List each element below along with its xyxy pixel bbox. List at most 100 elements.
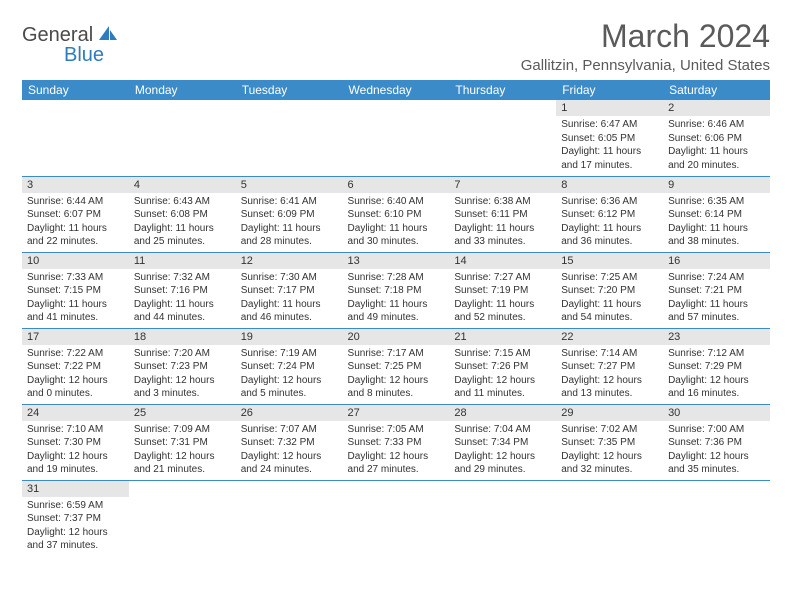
sunset: Sunset: 6:09 PM [241, 208, 338, 222]
day-number: 3 [22, 177, 129, 193]
day-header-thursday: Thursday [449, 80, 556, 100]
calendar-cell [343, 480, 450, 556]
calendar-cell: 28Sunrise: 7:04 AMSunset: 7:34 PMDayligh… [449, 404, 556, 480]
sunset: Sunset: 7:25 PM [348, 360, 445, 374]
day-info: Sunrise: 7:33 AMSunset: 7:15 PMDaylight:… [22, 269, 129, 327]
daylight: Daylight: 11 hours and 30 minutes. [348, 222, 445, 249]
calendar-cell: 23Sunrise: 7:12 AMSunset: 7:29 PMDayligh… [663, 328, 770, 404]
sunset: Sunset: 7:16 PM [134, 284, 231, 298]
calendar-cell: 14Sunrise: 7:27 AMSunset: 7:19 PMDayligh… [449, 252, 556, 328]
daylight: Daylight: 11 hours and 22 minutes. [27, 222, 124, 249]
calendar-cell [556, 480, 663, 556]
day-number: 13 [343, 253, 450, 269]
calendar-cell: 15Sunrise: 7:25 AMSunset: 7:20 PMDayligh… [556, 252, 663, 328]
calendar-cell: 9Sunrise: 6:35 AMSunset: 6:14 PMDaylight… [663, 176, 770, 252]
daylight: Daylight: 11 hours and 20 minutes. [668, 145, 765, 172]
day-number: 15 [556, 253, 663, 269]
calendar-cell: 17Sunrise: 7:22 AMSunset: 7:22 PMDayligh… [22, 328, 129, 404]
day-header-tuesday: Tuesday [236, 80, 343, 100]
daylight: Daylight: 12 hours and 5 minutes. [241, 374, 338, 401]
sunset: Sunset: 6:05 PM [561, 132, 658, 146]
month-title: March 2024 [521, 18, 770, 55]
sunrise: Sunrise: 6:40 AM [348, 195, 445, 209]
sunset: Sunset: 6:11 PM [454, 208, 551, 222]
sunset: Sunset: 6:07 PM [27, 208, 124, 222]
calendar-cell: 24Sunrise: 7:10 AMSunset: 7:30 PMDayligh… [22, 404, 129, 480]
day-number: 17 [22, 329, 129, 345]
day-number: 2 [663, 100, 770, 116]
day-info: Sunrise: 6:36 AMSunset: 6:12 PMDaylight:… [556, 193, 663, 251]
daylight: Daylight: 11 hours and 28 minutes. [241, 222, 338, 249]
calendar-row: 3Sunrise: 6:44 AMSunset: 6:07 PMDaylight… [22, 176, 770, 252]
calendar-cell: 1Sunrise: 6:47 AMSunset: 6:05 PMDaylight… [556, 100, 663, 176]
day-header-saturday: Saturday [663, 80, 770, 100]
day-info: Sunrise: 7:20 AMSunset: 7:23 PMDaylight:… [129, 345, 236, 403]
daylight: Daylight: 12 hours and 24 minutes. [241, 450, 338, 477]
day-number: 6 [343, 177, 450, 193]
calendar-cell: 25Sunrise: 7:09 AMSunset: 7:31 PMDayligh… [129, 404, 236, 480]
sunrise: Sunrise: 6:47 AM [561, 118, 658, 132]
day-info: Sunrise: 7:27 AMSunset: 7:19 PMDaylight:… [449, 269, 556, 327]
day-number: 16 [663, 253, 770, 269]
day-info: Sunrise: 7:30 AMSunset: 7:17 PMDaylight:… [236, 269, 343, 327]
sunrise: Sunrise: 7:19 AM [241, 347, 338, 361]
calendar-cell [129, 100, 236, 176]
sunset: Sunset: 6:08 PM [134, 208, 231, 222]
day-info: Sunrise: 7:25 AMSunset: 7:20 PMDaylight:… [556, 269, 663, 327]
sunset: Sunset: 7:32 PM [241, 436, 338, 450]
calendar-cell: 10Sunrise: 7:33 AMSunset: 7:15 PMDayligh… [22, 252, 129, 328]
sunset: Sunset: 7:33 PM [348, 436, 445, 450]
daylight: Daylight: 12 hours and 32 minutes. [561, 450, 658, 477]
day-info: Sunrise: 7:24 AMSunset: 7:21 PMDaylight:… [663, 269, 770, 327]
sunset: Sunset: 7:18 PM [348, 284, 445, 298]
daylight: Daylight: 11 hours and 17 minutes. [561, 145, 658, 172]
sunset: Sunset: 7:20 PM [561, 284, 658, 298]
sunrise: Sunrise: 7:09 AM [134, 423, 231, 437]
day-number: 20 [343, 329, 450, 345]
sunrise: Sunrise: 7:33 AM [27, 271, 124, 285]
daylight: Daylight: 11 hours and 33 minutes. [454, 222, 551, 249]
day-number: 29 [556, 405, 663, 421]
sunset: Sunset: 7:26 PM [454, 360, 551, 374]
daylight: Daylight: 12 hours and 21 minutes. [134, 450, 231, 477]
calendar-cell: 12Sunrise: 7:30 AMSunset: 7:17 PMDayligh… [236, 252, 343, 328]
calendar-cell: 6 Sunrise: 6:40 AMSunset: 6:10 PMDaylight… [343, 176, 450, 252]
daylight: Daylight: 12 hours and 0 minutes. [27, 374, 124, 401]
sunrise: Sunrise: 6:41 AM [241, 195, 338, 209]
calendar-cell: 2Sunrise: 6:46 AMSunset: 6:06 PMDaylight… [663, 100, 770, 176]
day-number: 27 [343, 405, 450, 421]
calendar-cell: 29Sunrise: 7:02 AMSunset: 7:35 PMDayligh… [556, 404, 663, 480]
title-block: March 2024 Gallitzin, Pennsylvania, Unit… [521, 18, 770, 74]
calendar-cell [449, 100, 556, 176]
calendar-cell [236, 100, 343, 176]
day-info: Sunrise: 7:04 AMSunset: 7:34 PMDaylight:… [449, 421, 556, 479]
sunset: Sunset: 6:10 PM [348, 208, 445, 222]
day-info: Sunrise: 7:12 AMSunset: 7:29 PMDaylight:… [663, 345, 770, 403]
header: General Blue March 2024 Gallitzin, Penns… [22, 18, 770, 74]
daylight: Daylight: 12 hours and 19 minutes. [27, 450, 124, 477]
sunrise: Sunrise: 6:38 AM [454, 195, 551, 209]
day-info: Sunrise: 7:15 AMSunset: 7:26 PMDaylight:… [449, 345, 556, 403]
daylight: Daylight: 11 hours and 25 minutes. [134, 222, 231, 249]
daylight: Daylight: 12 hours and 27 minutes. [348, 450, 445, 477]
sunset: Sunset: 7:29 PM [668, 360, 765, 374]
sunrise: Sunrise: 7:22 AM [27, 347, 124, 361]
sunrise: Sunrise: 7:15 AM [454, 347, 551, 361]
day-number: 18 [129, 329, 236, 345]
day-info: Sunrise: 7:19 AMSunset: 7:24 PMDaylight:… [236, 345, 343, 403]
calendar-cell: 20Sunrise: 7:17 AMSunset: 7:25 PMDayligh… [343, 328, 450, 404]
daylight: Daylight: 11 hours and 52 minutes. [454, 298, 551, 325]
calendar-cell: 4Sunrise: 6:43 AMSunset: 6:08 PMDaylight… [129, 176, 236, 252]
day-info: Sunrise: 6:46 AMSunset: 6:06 PMDaylight:… [663, 116, 770, 174]
day-info: Sunrise: 7:17 AMSunset: 7:25 PMDaylight:… [343, 345, 450, 403]
calendar-cell: 21Sunrise: 7:15 AMSunset: 7:26 PMDayligh… [449, 328, 556, 404]
day-number: 12 [236, 253, 343, 269]
day-info: Sunrise: 6:41 AMSunset: 6:09 PMDaylight:… [236, 193, 343, 251]
logo: General Blue [22, 18, 121, 47]
logo-text-blue: Blue [64, 44, 104, 67]
day-number: 9 [663, 177, 770, 193]
sunrise: Sunrise: 6:35 AM [668, 195, 765, 209]
calendar-row: 24Sunrise: 7:10 AMSunset: 7:30 PMDayligh… [22, 404, 770, 480]
day-info: Sunrise: 7:14 AMSunset: 7:27 PMDaylight:… [556, 345, 663, 403]
sunset: Sunset: 6:14 PM [668, 208, 765, 222]
